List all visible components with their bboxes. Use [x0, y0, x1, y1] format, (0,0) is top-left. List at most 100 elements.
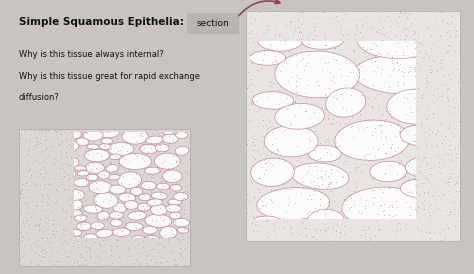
Point [406, 35, 413, 39]
Point [395, 67, 402, 71]
Point [322, 122, 330, 126]
Point [314, 204, 321, 208]
Point [152, 159, 159, 163]
Point [250, 230, 257, 234]
Point [415, 192, 422, 196]
Point [47, 182, 55, 186]
Point [420, 112, 428, 117]
Ellipse shape [110, 219, 122, 226]
Point [320, 147, 328, 152]
Point [67, 203, 75, 208]
Point [23, 180, 30, 184]
Point [413, 61, 421, 65]
Point [182, 171, 189, 175]
Point [40, 194, 48, 199]
Point [57, 212, 65, 216]
Point [34, 162, 42, 167]
Point [318, 94, 325, 98]
Point [25, 138, 33, 142]
Point [111, 246, 119, 250]
Point [273, 15, 281, 19]
Point [313, 198, 320, 202]
Point [444, 30, 451, 35]
Point [375, 133, 383, 137]
Point [282, 75, 290, 79]
Point [124, 263, 131, 268]
Point [357, 98, 365, 102]
Point [32, 129, 39, 133]
Point [159, 154, 166, 158]
Point [411, 46, 419, 50]
Point [372, 100, 379, 104]
Point [111, 233, 118, 238]
Point [259, 163, 267, 168]
Point [426, 64, 434, 68]
Point [244, 16, 251, 21]
Point [273, 38, 280, 42]
Point [147, 257, 155, 262]
Point [272, 69, 279, 73]
Point [93, 228, 101, 233]
Point [63, 254, 71, 259]
Point [281, 35, 288, 40]
Point [27, 152, 35, 157]
Point [333, 179, 340, 183]
Point [78, 233, 86, 238]
Point [36, 238, 43, 243]
Point [377, 42, 384, 46]
Point [447, 39, 455, 44]
Point [377, 227, 385, 232]
Point [57, 146, 65, 151]
Point [98, 181, 105, 185]
Point [430, 21, 438, 25]
Point [314, 173, 322, 178]
Point [378, 63, 386, 67]
Point [273, 47, 281, 52]
Point [131, 246, 138, 250]
Point [72, 159, 80, 163]
Point [118, 129, 126, 133]
Point [124, 238, 132, 242]
Point [362, 139, 370, 143]
Point [177, 238, 184, 242]
Point [379, 199, 386, 204]
Point [348, 115, 356, 119]
Point [144, 144, 151, 148]
Point [419, 102, 426, 106]
Point [162, 145, 170, 150]
Point [377, 119, 385, 124]
Point [117, 218, 125, 222]
Point [284, 56, 292, 60]
Point [161, 232, 169, 237]
Point [261, 118, 269, 122]
Point [156, 195, 164, 199]
Point [413, 44, 420, 48]
Point [41, 147, 48, 151]
Point [295, 192, 303, 196]
Point [70, 182, 78, 186]
Point [31, 156, 38, 160]
Ellipse shape [46, 242, 67, 254]
Point [51, 162, 59, 166]
Point [275, 188, 283, 192]
Point [451, 218, 459, 222]
Point [143, 142, 150, 147]
Point [424, 26, 432, 30]
Point [55, 127, 63, 132]
Point [380, 75, 387, 80]
Point [56, 244, 64, 248]
Point [68, 214, 75, 219]
Point [321, 212, 328, 217]
Point [412, 184, 420, 188]
Point [73, 175, 81, 179]
Point [247, 143, 255, 147]
Point [352, 184, 360, 188]
Point [303, 181, 311, 186]
Point [273, 63, 281, 67]
Point [41, 173, 48, 177]
Point [68, 196, 75, 200]
Point [256, 181, 264, 185]
Ellipse shape [40, 197, 53, 203]
Point [36, 227, 43, 232]
Point [16, 179, 24, 183]
